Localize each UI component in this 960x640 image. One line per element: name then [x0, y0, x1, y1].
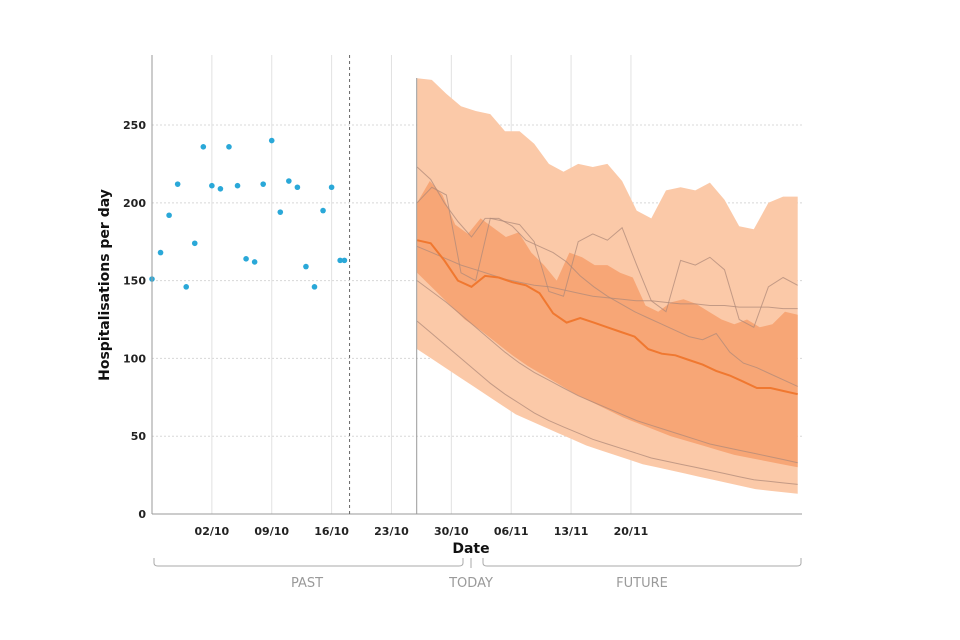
- y-tick-label: 50: [131, 430, 147, 443]
- x-tick-label: 02/10: [195, 525, 230, 538]
- observed-point: [303, 263, 309, 270]
- median-forecast-line: [416, 239, 798, 396]
- observed-point: [294, 184, 301, 191]
- observed-point: [286, 178, 292, 184]
- inner-uncertainty-band: [417, 181, 798, 468]
- sample-trajectories: [416, 166, 798, 485]
- observed-points: [149, 137, 348, 290]
- x-tick-labels: 02/10 09/10 16/10 23/10 30/10 06/11 13/11 20/11: [195, 525, 649, 538]
- observed-point: [200, 144, 207, 150]
- observed-point: [268, 137, 275, 144]
- observed-point: [320, 207, 326, 214]
- observed-point: [341, 257, 348, 264]
- observed-point: [174, 181, 181, 187]
- future-bracket: [482, 558, 802, 567]
- x-axis-title: Date: [452, 541, 489, 557]
- x-tick-label: 06/11: [494, 525, 529, 538]
- x-tick-label: 30/10: [434, 525, 469, 538]
- y-tick-label: 250: [123, 119, 146, 132]
- observed-point: [217, 186, 224, 192]
- observed-point: [157, 249, 164, 256]
- past-bracket: [153, 558, 464, 567]
- x-tick-label: 16/10: [314, 525, 349, 538]
- observed-point: [337, 257, 343, 264]
- observed-point: [234, 182, 241, 189]
- today-label: TODAY: [448, 576, 493, 591]
- observed-point: [226, 144, 232, 150]
- sample-line-trajectory-3: [416, 245, 798, 310]
- y-tick-labels: 0 50 100 150 200 250: [123, 119, 146, 521]
- y-tick-label: 150: [123, 275, 146, 288]
- observed-point: [251, 259, 258, 265]
- past-label: PAST: [291, 576, 323, 591]
- observed-point: [243, 256, 249, 262]
- sample-line-trajectory-4: [416, 280, 798, 464]
- observed-point: [277, 209, 284, 215]
- observed-point: [209, 182, 215, 189]
- future-label: FUTURE: [616, 576, 668, 591]
- x-tick-label: 09/10: [254, 525, 289, 538]
- y-tick-label: 200: [123, 197, 146, 210]
- y-axis-title: Hospitalisations per day: [97, 189, 113, 381]
- x-tick-label: 13/11: [554, 525, 589, 538]
- y-tick-label: 0: [138, 508, 146, 521]
- observed-point: [328, 184, 335, 191]
- observed-point: [183, 284, 190, 290]
- observed-point: [311, 284, 318, 290]
- observed-point: [260, 181, 266, 187]
- x-tick-label: 20/11: [614, 525, 649, 538]
- sample-line-trajectory-5: [416, 320, 798, 485]
- observed-point: [166, 212, 172, 219]
- sample-line-trajectory-1: [416, 166, 798, 387]
- sample-line-trajectory-2: [416, 186, 798, 329]
- x-tick-label: 23/10: [374, 525, 409, 538]
- y-tick-label: 100: [123, 352, 146, 365]
- observed-point: [191, 240, 198, 247]
